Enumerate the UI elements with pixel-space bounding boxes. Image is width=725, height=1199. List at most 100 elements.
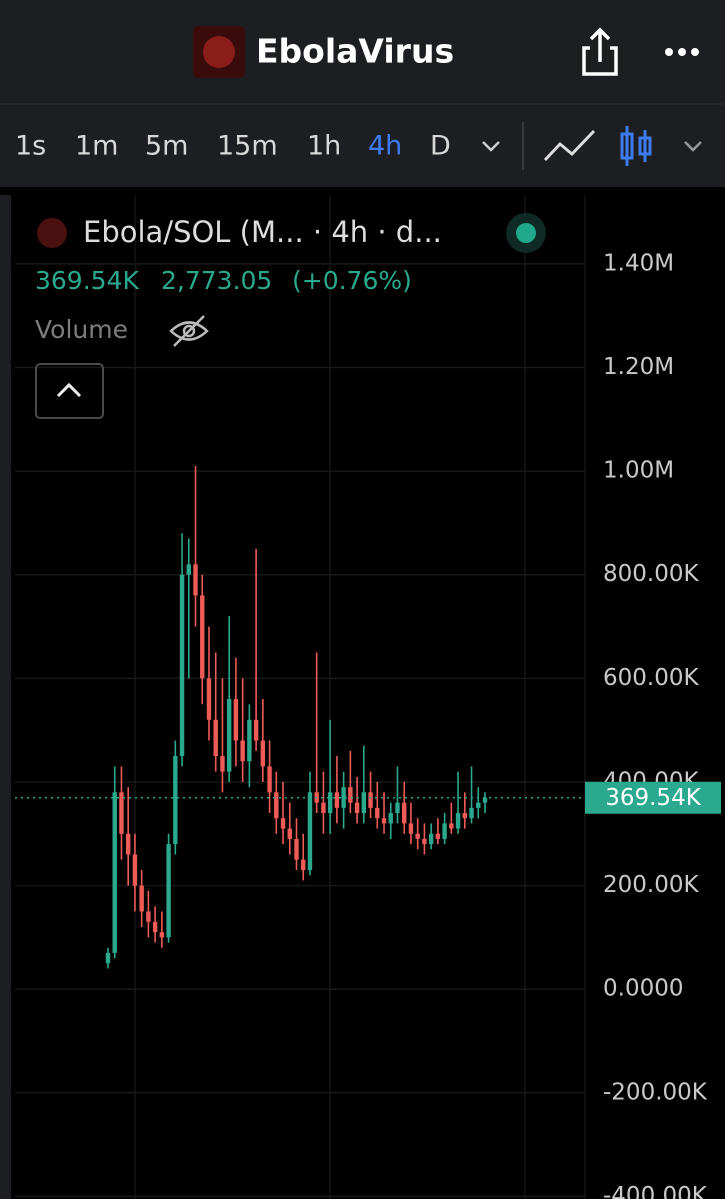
candle-body: [469, 807, 474, 819]
candle-body: [233, 699, 239, 741]
candle-body: [449, 823, 454, 829]
candle-body: [267, 766, 272, 793]
candle-body: [139, 885, 144, 912]
toolbar: [0, 104, 725, 187]
candle-body: [422, 838, 427, 845]
y-tick-label: -200.00K: [603, 1079, 708, 1105]
candle-body: [435, 833, 441, 839]
candle-body: [415, 833, 420, 839]
interval-button[interactable]: 1s: [15, 131, 46, 162]
y-tick-label: 800.00K: [603, 561, 699, 587]
candle-chart-button[interactable]: [620, 126, 652, 166]
plot: [15, 195, 585, 1199]
line-chart-button[interactable]: [543, 129, 596, 162]
candle-body: [166, 844, 171, 938]
candle-body: [388, 813, 393, 824]
candle-body: [442, 823, 447, 839]
interval-dropdown[interactable]: [482, 141, 500, 152]
header-bar: [0, 0, 725, 104]
candle-body: [381, 818, 387, 824]
candle-body: [159, 932, 165, 938]
legend-change: 2,773.05: [161, 266, 272, 295]
y-tick-label: -400.00K: [603, 1183, 708, 1199]
hide-volume-button[interactable]: [169, 315, 209, 347]
candle-body: [206, 678, 212, 720]
candle-body: [112, 792, 117, 953]
candle-body: [301, 859, 306, 871]
candle-body: [294, 838, 299, 860]
legend-title[interactable]: Ebola/SOL (M... · 4h · d...: [83, 215, 442, 249]
candle-body: [105, 952, 111, 964]
candle-body: [334, 792, 340, 808]
pupil: [182, 324, 196, 338]
slash: [173, 315, 205, 347]
chart-type-dropdown[interactable]: [684, 141, 702, 152]
candle-body: [280, 818, 286, 829]
collapse-arrow: [56, 382, 82, 398]
candle-body: [354, 802, 360, 814]
interval-button[interactable]: 15m: [217, 131, 278, 162]
volume-label: Volume: [35, 315, 128, 344]
interval-group: 1s 1m 5m 15m 1h 4h D: [15, 131, 451, 162]
legend-change-percent: (+0.76%): [292, 266, 412, 295]
interval-button[interactable]: D: [430, 131, 451, 162]
more-button[interactable]: [665, 48, 699, 56]
candle-body: [213, 719, 218, 757]
candle-body: [240, 740, 245, 762]
candle-body: [455, 813, 461, 829]
token-icon-art: [203, 36, 235, 68]
status-dot: [516, 223, 536, 243]
interval-button[interactable]: 1m: [75, 131, 118, 162]
y-tick-label: 600.00K: [603, 665, 699, 691]
last-price-tag: [585, 781, 721, 814]
legend-last-price: 369.54K: [35, 266, 139, 295]
candle-body: [321, 802, 326, 814]
dot: [665, 48, 673, 56]
collapse-legend-button[interactable]: [35, 363, 104, 419]
interval-button[interactable]: 5m: [145, 131, 188, 162]
candle-body: [428, 833, 434, 845]
interval-button[interactable]: 1h: [307, 131, 341, 162]
candle-body: [274, 792, 279, 819]
y-tick-label: 1.40M: [603, 250, 674, 276]
candle-body: [375, 807, 380, 819]
candle-body: [173, 756, 178, 845]
icon-body: [620, 132, 634, 160]
candle-body: [408, 823, 414, 834]
candle-body: [146, 911, 151, 922]
candle-body: [368, 792, 373, 808]
y-tick-label: 200.00K: [603, 872, 699, 898]
candle-body: [402, 802, 407, 824]
dot: [678, 48, 686, 56]
y-tick-label: 1.00M: [603, 458, 674, 484]
icon-body: [638, 136, 652, 156]
candle-body: [226, 699, 232, 772]
dot: [691, 48, 699, 56]
last-price-label: 369.54K: [605, 785, 701, 811]
candle-body: [348, 787, 353, 803]
candle-body: [200, 595, 205, 679]
candle-body: [193, 564, 198, 596]
candle-body: [462, 813, 468, 819]
candle-body: [119, 792, 124, 834]
candle-body: [361, 792, 367, 814]
share-button[interactable]: [582, 27, 618, 76]
candle-body: [287, 828, 292, 839]
candle-body: [395, 802, 400, 814]
candle-body: [307, 792, 313, 871]
header-title: EbolaVirus: [256, 32, 454, 71]
candle-body: [152, 921, 158, 933]
interval-button[interactable]: 4h: [368, 131, 402, 162]
share-arrow: [589, 27, 611, 62]
candle-body: [476, 802, 481, 808]
share-box: [582, 46, 618, 76]
candle-body: [186, 564, 191, 575]
candle-body: [132, 854, 138, 886]
candle-body: [247, 719, 252, 762]
legend-icon: [37, 218, 67, 248]
candle-body: [341, 787, 346, 808]
y-tick-label: 0.0000: [603, 976, 683, 1002]
